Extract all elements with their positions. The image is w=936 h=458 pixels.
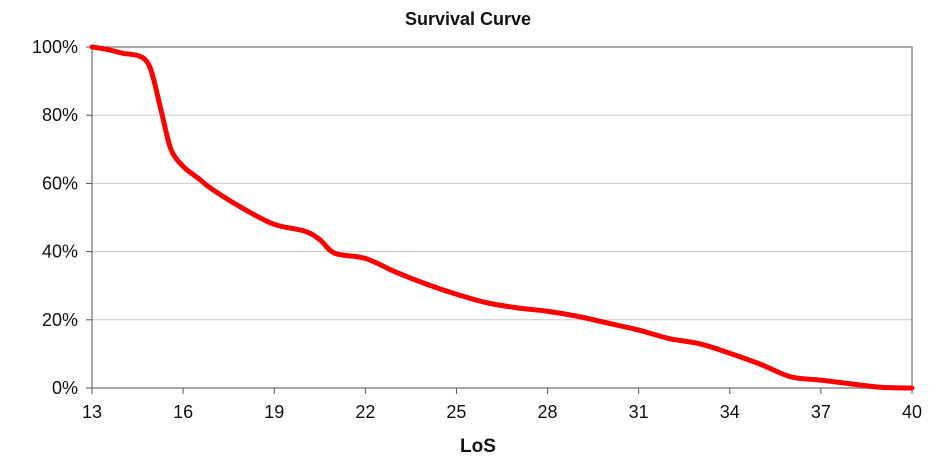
y-tick-label: 60% xyxy=(42,173,78,193)
x-axis-label: LoS xyxy=(460,436,496,457)
y-tick-label: 40% xyxy=(42,242,78,262)
y-tick-label: 80% xyxy=(42,105,78,125)
x-tick-label: 40 xyxy=(902,402,922,422)
chart-title: Survival Curve xyxy=(405,9,531,29)
x-tick-label: 28 xyxy=(538,402,558,422)
x-tick-label: 19 xyxy=(264,402,284,422)
survival-series-line xyxy=(89,44,915,391)
plot-area xyxy=(91,46,913,389)
x-tick-label: 22 xyxy=(355,402,375,422)
x-tick-label: 31 xyxy=(629,402,649,422)
y-tick-label: 100% xyxy=(32,37,78,57)
x-tick-label: 37 xyxy=(811,402,831,422)
x-tick-label: 34 xyxy=(720,402,740,422)
axis-ticks: 0% 20% 40% 60% 80% 100% 13 16 19 22 25 28 31 34 37 40 xyxy=(32,37,922,422)
x-tick-label: 25 xyxy=(446,402,466,422)
gridlines xyxy=(92,114,912,321)
x-tick-label: 16 xyxy=(173,402,193,422)
x-tick-label: 13 xyxy=(82,402,102,422)
y-tick-label: 20% xyxy=(42,310,78,330)
y-tick-label: 0% xyxy=(52,378,78,398)
series-layer xyxy=(89,44,915,391)
